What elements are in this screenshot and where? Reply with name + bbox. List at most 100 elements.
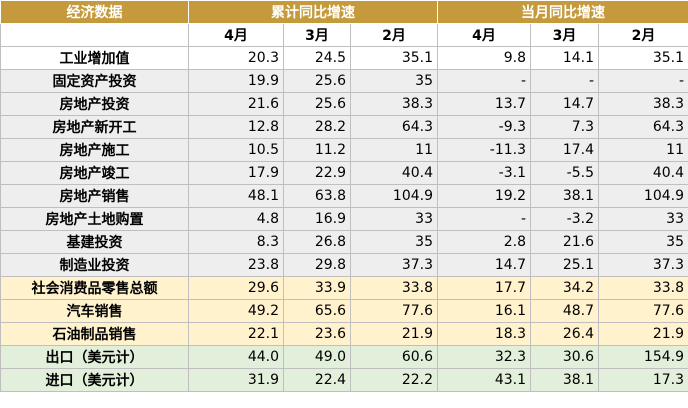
value-cell: 17.4 xyxy=(530,138,599,162)
row-label: 制造业投资 xyxy=(0,253,189,277)
row-label: 工业增加值 xyxy=(0,46,189,70)
value-cell: 32.3 xyxy=(437,345,531,369)
data-row: 房地产施工 10.5 11.2 11 -11.3 17.4 11 xyxy=(0,138,688,162)
month-cell: 3月 xyxy=(530,23,599,47)
data-row: 房地产土地购置 4.8 16.9 33- -3.2 33 xyxy=(0,207,688,231)
data-row: 房地产竣工 17.9 22.9 40.4 -3.1 -5.5 40.4 xyxy=(0,161,688,185)
value-cell: 23.8 xyxy=(188,253,284,277)
month-cell: 2月 xyxy=(598,23,688,47)
data-row: 汽车销售 49.2 65.6 77.6 16.1 48.7 77.6 xyxy=(0,299,688,323)
row-label: 固定资产投资 xyxy=(0,69,189,93)
value-cell: -3.2 xyxy=(530,207,599,231)
header-row: 经济数据 累计同比增速 当月同比增速 xyxy=(0,0,688,24)
value-cell: 29.6 xyxy=(188,276,284,300)
value-cell: 17.9 xyxy=(188,161,284,185)
value-cell: 20.3 xyxy=(188,46,284,70)
value-cell: 33 xyxy=(598,207,688,231)
data-table: 经济数据 累计同比增速 当月同比增速 4月 3月 2月 4月 3月 2月 工业增加值 20.… xyxy=(0,0,688,392)
value-cell: 38.1 xyxy=(530,184,599,208)
value-cell: 21.6 xyxy=(530,230,599,254)
value-cell: 26.8 xyxy=(283,230,351,254)
header-cell: 经济数据 xyxy=(0,0,189,24)
value-cell: 35 xyxy=(598,230,688,254)
header-group: 当月同比增速 xyxy=(437,0,688,24)
value-cell: -11.3 xyxy=(437,138,531,162)
value-cell: 63.8 xyxy=(283,184,351,208)
value-cell: 14.7 xyxy=(437,253,531,277)
value-cell: 21.6 xyxy=(188,92,284,116)
value-cell: 40.4 xyxy=(350,161,438,185)
value-cell: -5.5 xyxy=(530,161,599,185)
table-body: 经济数据 累计同比增速 当月同比增速 4月 3月 2月 4月 3月 2月 工业增加值 20.… xyxy=(0,0,688,392)
value-cell: 23.6 xyxy=(283,322,351,346)
data-row: 基建投资 8.3 26.8 35 2.8 21.6 35 xyxy=(0,230,688,254)
value-cell: 18.3 xyxy=(437,322,531,346)
value-cell: 14.7 xyxy=(530,92,599,116)
row-label: 石油制品销售 xyxy=(0,322,189,346)
month-cell: 4月 xyxy=(437,23,531,47)
month-cell: 2月 xyxy=(350,23,438,47)
value-cell: 4.8 xyxy=(188,207,284,231)
value-cell: 33.9 xyxy=(283,276,351,300)
data-row: 制造业投资 23.8 29.8 37.3 14.7 25.1 37.3 xyxy=(0,253,688,277)
data-row: 固定资产投资 19.9 25.6 35- - - xyxy=(0,69,688,93)
value-cell: 7.3 xyxy=(530,115,599,139)
value-cell: -9.3 xyxy=(437,115,531,139)
value-cell: 17.3 xyxy=(598,368,688,392)
value-cell: 40.4 xyxy=(598,161,688,185)
value-cell: 16.9 xyxy=(283,207,351,231)
data-row: 出口（美元计） 44.0 49.0 60.6 32.3 30.6 154.9 xyxy=(0,345,688,369)
value-cell: 35.1 xyxy=(350,46,438,70)
value-cell: 2.8 xyxy=(437,230,531,254)
data-row: 房地产销售 48.1 63.8 104.9 19.2 38.1 104.9 xyxy=(0,184,688,208)
data-row: 石油制品销售 22.1 23.6 21.9 18.3 26.4 21.9 xyxy=(0,322,688,346)
data-row: 房地产投资 21.6 25.6 38.3 13.7 14.7 38.3 xyxy=(0,92,688,116)
value-cell: 17.7 xyxy=(437,276,531,300)
value-cell: 34.2 xyxy=(530,276,599,300)
value-cell: 11 xyxy=(350,138,438,162)
value-cell: 25.6 xyxy=(283,69,351,93)
data-row: 社会消费品零售总额 29.6 33.9 33.8 17.7 34.2 33.8 xyxy=(0,276,688,300)
value-cell: 22.4 xyxy=(283,368,351,392)
value-cell: - xyxy=(598,69,688,93)
value-cell: - xyxy=(437,69,531,93)
value-cell: 49.2 xyxy=(188,299,284,323)
value-cell: 30.6 xyxy=(530,345,599,369)
value-cell: 104.9 xyxy=(350,184,438,208)
value-cell: 64.3 xyxy=(598,115,688,139)
row-label: 进口（美元计） xyxy=(0,368,189,392)
value-cell: 19.2 xyxy=(437,184,531,208)
value-cell: 21.9 xyxy=(350,322,438,346)
value-cell: 33 xyxy=(350,207,438,231)
value-cell: 10.5 xyxy=(188,138,284,162)
value-cell: 35.1 xyxy=(598,46,688,70)
value-cell: 154.9 xyxy=(598,345,688,369)
value-cell: 16.1 xyxy=(437,299,531,323)
row-label: 房地产竣工 xyxy=(0,161,189,185)
value-cell: 22.1 xyxy=(188,322,284,346)
value-cell: 29.8 xyxy=(283,253,351,277)
data-row: 进口（美元计） 31.9 22.4 22.2 43.1 38.1 17.3 xyxy=(0,368,688,392)
value-cell: 43.1 xyxy=(437,368,531,392)
value-cell: - xyxy=(530,69,599,93)
value-cell: 31.9 xyxy=(188,368,284,392)
value-cell: 11 xyxy=(598,138,688,162)
value-cell: 77.6 xyxy=(350,299,438,323)
data-row: 房地产新开工 12.8 28.2 64.3 -9.3 7.3 64.3 xyxy=(0,115,688,139)
value-cell: 35 xyxy=(350,230,438,254)
value-cell: 11.2 xyxy=(283,138,351,162)
value-cell: 48.1 xyxy=(188,184,284,208)
value-cell: 38.3 xyxy=(598,92,688,116)
row-label: 房地产销售 xyxy=(0,184,189,208)
value-cell: 14.1 xyxy=(530,46,599,70)
value-cell: 24.5 xyxy=(283,46,351,70)
month-cell: 4月 xyxy=(188,23,284,47)
value-cell: 48.7 xyxy=(530,299,599,323)
row-label: 出口（美元计） xyxy=(0,345,189,369)
value-cell: 38.3 xyxy=(350,92,438,116)
row-label: 房地产新开工 xyxy=(0,115,189,139)
value-cell: 64.3 xyxy=(350,115,438,139)
value-cell: 44.0 xyxy=(188,345,284,369)
month-row: 4月 3月 2月 4月 3月 2月 xyxy=(0,23,688,47)
value-cell: 13.7 xyxy=(437,92,531,116)
